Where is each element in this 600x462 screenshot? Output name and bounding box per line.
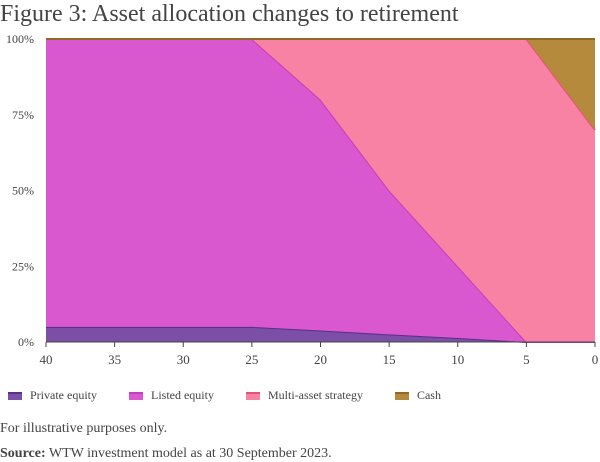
x-tick-label: 25 [245, 352, 258, 367]
x-tick-label: 10 [451, 352, 464, 367]
legend-label: Private equity [30, 388, 97, 402]
source-line: Source: WTW investment model as at 30 Se… [0, 446, 332, 462]
legend: Private equity Listed equity Multi-asset… [8, 388, 473, 403]
y-tick-label: 0% [18, 335, 34, 349]
y-tick-label: 75% [12, 108, 34, 122]
x-tick-label: 5 [523, 352, 530, 367]
legend-swatch [8, 391, 22, 400]
legend-swatch [128, 391, 143, 400]
legend-label: Multi-asset strategy [267, 388, 363, 402]
chart-title: Figure 3: Asset allocation changes to re… [0, 1, 459, 27]
x-tick-label: 20 [314, 352, 327, 367]
x-tick-label: 15 [383, 352, 396, 367]
y-tick-label: 50% [12, 184, 34, 198]
footnote: For illustrative purposes only. [0, 421, 168, 436]
source-label: Source: [0, 446, 46, 461]
source-text: WTW investment model as at 30 September … [45, 446, 332, 461]
x-tick-label: 40 [40, 352, 53, 367]
area-multi-asset-strategy [46, 39, 595, 342]
y-tick-label: 100% [6, 32, 34, 46]
legend-label: Listed equity [150, 388, 214, 402]
legend-swatch [245, 391, 260, 400]
chart-areas [46, 38, 596, 343]
legend-item-cash: Cash [394, 388, 441, 403]
legend-item-multi-asset: Multi-asset strategy [245, 388, 363, 403]
legend-swatch [394, 391, 409, 400]
stacked-area-chart: 0% 25% 50% 75% 100% 40 35 30 25 20 15 10 5 0 [6, 32, 599, 367]
x-tick-label: 30 [177, 352, 190, 367]
legend-item-private-equity: Private equity [8, 388, 97, 403]
x-tick-label: 0 [592, 352, 599, 367]
y-tick-label: 25% [12, 259, 34, 273]
x-axis: 40 35 30 25 20 15 10 5 0 [40, 341, 599, 367]
legend-item-listed-equity: Listed equity [128, 388, 214, 403]
x-tick-label: 35 [108, 352, 121, 367]
area-cash [46, 39, 595, 130]
legend-label: Cash [416, 388, 441, 402]
y-axis: 0% 25% 50% 75% 100% [6, 32, 34, 349]
